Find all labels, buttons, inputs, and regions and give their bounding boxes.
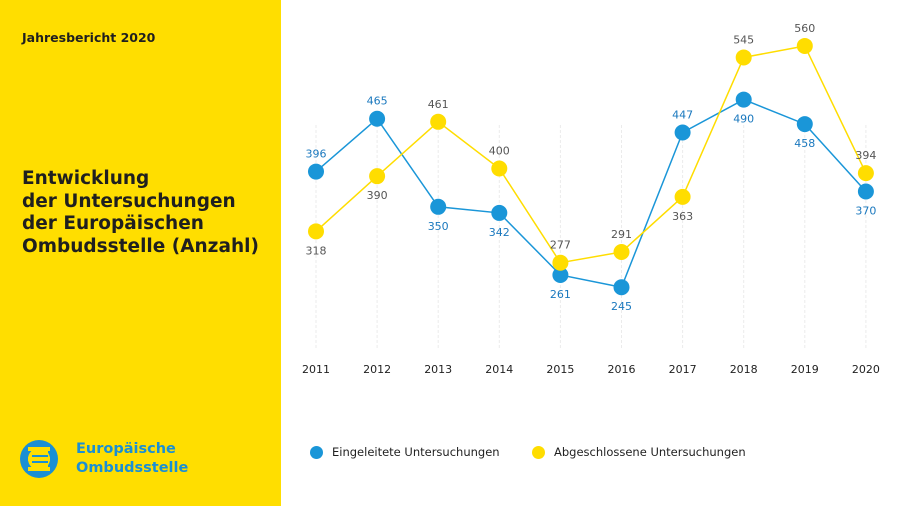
data-label-s0-2017: 447 [672, 109, 693, 122]
data-label-s0-2019: 458 [794, 137, 815, 150]
data-label-s1-2015: 277 [550, 239, 571, 252]
title-line-4: Ombudsstelle (Anzahl) [22, 235, 259, 257]
data-point-s1-2014 [491, 160, 508, 177]
data-point-s0-2020 [857, 183, 874, 200]
legend-item-closed: Abgeschlossene Untersuchungen [532, 445, 746, 459]
data-point-s0-2014 [491, 204, 508, 221]
data-point-s0-2017 [674, 124, 691, 141]
legend-item-initiated: Eingeleitete Untersuchungen [310, 445, 500, 459]
x-tick-label-2015: 2015 [546, 363, 574, 376]
data-label-s0-2015: 261 [550, 288, 571, 301]
series-line-0 [315, 98, 867, 289]
logo-line-1: Europäische [76, 441, 176, 457]
data-label-s0-2016: 245 [611, 300, 632, 313]
data-label-s1-2016: 291 [611, 228, 632, 241]
x-tick-label-2017: 2017 [669, 363, 697, 376]
data-point-s0-2011 [308, 163, 324, 180]
data-point-s1-2020 [857, 165, 874, 182]
data-label-s1-2013: 461 [428, 98, 449, 111]
data-label-s1-2014: 400 [489, 145, 510, 158]
data-point-s1-2016 [613, 244, 630, 260]
data-label-s0-2013: 350 [428, 220, 449, 233]
data-point-s0-2012 [369, 110, 386, 127]
data-label-s0-2012: 465 [367, 95, 388, 108]
x-tick-label-2019: 2019 [791, 363, 819, 376]
data-label-s1-2017: 363 [672, 210, 693, 223]
logo-line-2: Ombudsstelle [76, 460, 189, 476]
data-point-s1-2018 [735, 49, 752, 66]
data-point-s0-2015 [552, 266, 569, 283]
data-point-s0-2013 [430, 198, 447, 215]
report-label: Jahresbericht 2020 [22, 30, 156, 45]
data-point-s1-2019 [796, 37, 813, 54]
data-label-s1-2019: 560 [794, 22, 815, 35]
sidebar-panel: Jahresbericht 2020 Entwicklung der Unter… [0, 0, 281, 506]
x-tick-label-2020: 2020 [852, 363, 880, 376]
logo-text: Europäische Ombudsstelle [76, 440, 188, 478]
x-tick-label-2013: 2013 [424, 363, 452, 376]
legend-label-closed: Abgeschlossene Untersuchungen [554, 445, 746, 459]
chart-title: Entwicklung der Untersuchungen der Europ… [22, 168, 277, 258]
data-point-s1-2017 [674, 188, 691, 205]
legend-label-initiated: Eingeleitete Untersuchungen [332, 445, 500, 459]
data-label-s1-2020: 394 [855, 149, 876, 162]
series-line-1 [315, 45, 867, 264]
data-point-s1-2013 [430, 113, 447, 130]
x-tick-label-2011: 2011 [302, 363, 330, 376]
data-label-s0-2020: 370 [855, 204, 876, 217]
legend-swatch-blue [310, 445, 323, 459]
data-point-s1-2011 [308, 223, 324, 240]
data-point-s0-2018 [735, 91, 752, 108]
x-tick-label-2016: 2016 [608, 363, 636, 376]
data-label-s1-2018: 545 [733, 33, 754, 46]
euro-ombudsman-emblem-icon [20, 440, 58, 478]
title-line-2: der Untersuchungen [22, 190, 236, 212]
legend-swatch-yellow [532, 445, 545, 459]
data-point-s1-2015 [552, 254, 569, 271]
data-point-s1-2012 [369, 168, 386, 185]
data-point-s0-2019 [796, 116, 813, 133]
data-label-s0-2018: 490 [733, 113, 754, 126]
data-label-s1-2012: 390 [367, 189, 388, 202]
data-label-s0-2014: 342 [489, 226, 510, 239]
line-chart: 2011 2012 2013 2014 2015 2016 2017 2018 2019 2020… [302, 22, 880, 376]
title-line-3: der Europäischen [22, 213, 204, 234]
data-point-s0-2016 [613, 279, 630, 296]
x-tick-label-2018: 2018 [730, 363, 758, 376]
title-line-1: Entwicklung [22, 168, 150, 189]
data-label-s1-2011: 318 [306, 244, 327, 257]
x-tick-label-2014: 2014 [485, 363, 513, 376]
x-tick-label-2012: 2012 [363, 363, 391, 376]
data-label-s0-2011: 396 [306, 148, 327, 161]
